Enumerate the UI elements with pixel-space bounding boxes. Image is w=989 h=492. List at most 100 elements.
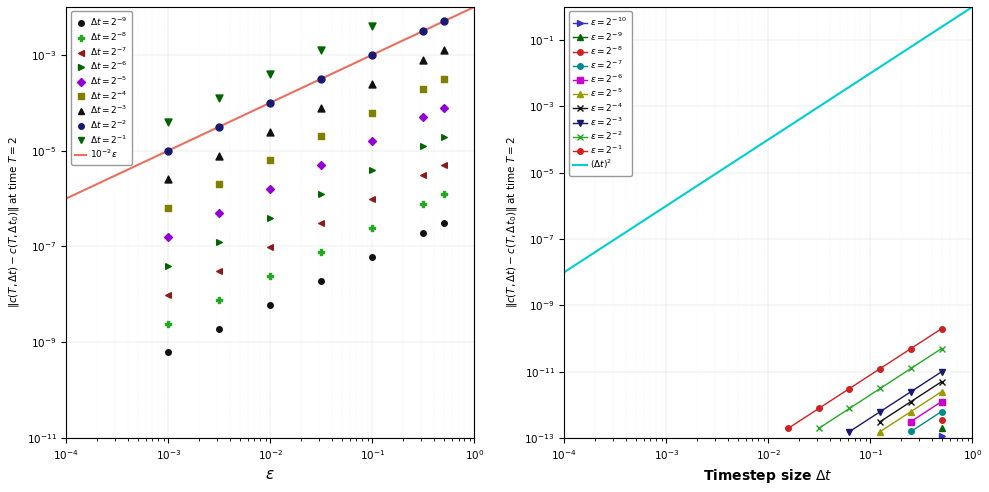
$\varepsilon = 2^{-6}$ <box>905 419 917 425</box>
Point <box>364 51 380 59</box>
Point <box>212 209 227 217</box>
Point <box>160 262 176 270</box>
$\varepsilon = 2^{-1}$ <box>782 426 794 431</box>
Point <box>212 94 227 102</box>
Line: $\varepsilon = 2^{-7}$: $\varepsilon = 2^{-7}$ <box>908 409 944 434</box>
Point <box>364 109 380 117</box>
Point <box>314 132 329 140</box>
Point <box>262 272 278 279</box>
Point <box>364 253 380 261</box>
$\varepsilon = 2^{-2}$ <box>844 405 855 411</box>
Point <box>314 277 329 284</box>
Y-axis label: $\|c(T, \Delta t) - c(T, \Delta t_0)\|$ at time $T = 2$: $\|c(T, \Delta t) - c(T, \Delta t_0)\|$ … <box>504 137 519 308</box>
X-axis label: Timestep size $\Delta t$: Timestep size $\Delta t$ <box>703 467 833 485</box>
$\varepsilon = 2^{-3}$ <box>936 369 947 375</box>
Point <box>262 185 278 193</box>
Point <box>436 17 452 25</box>
Point <box>160 176 176 184</box>
Point <box>212 123 227 130</box>
$\varepsilon = 2^{-5}$ <box>905 409 917 415</box>
Line: $\varepsilon = 2^{-5}$: $\varepsilon = 2^{-5}$ <box>877 389 944 434</box>
Point <box>262 243 278 251</box>
Point <box>415 142 431 150</box>
$\varepsilon = 2^{-1}$ <box>844 386 855 392</box>
Point <box>262 156 278 164</box>
Point <box>436 219 452 227</box>
Point <box>314 248 329 256</box>
Line: $\varepsilon = 2^{-2}$: $\varepsilon = 2^{-2}$ <box>815 345 945 432</box>
Point <box>314 219 329 227</box>
$\varepsilon = 2^{-7}$ <box>905 429 917 434</box>
$\varepsilon = 2^{-2}$ <box>905 366 917 371</box>
Point <box>364 166 380 174</box>
Point <box>262 214 278 222</box>
Point <box>436 104 452 112</box>
$(\Delta t)^2$ <box>634 220 646 226</box>
Legend: $\Delta t = 2^{-9}$, $\Delta t = 2^{-8}$, $\Delta t = 2^{-7}$, $\Delta t = 2^{-6: $\Delta t = 2^{-9}$, $\Delta t = 2^{-8}$… <box>71 11 132 165</box>
Point <box>364 137 380 145</box>
$\varepsilon = 2^{-1}$ <box>813 405 825 411</box>
$\varepsilon = 2^{-3}$ <box>905 389 917 395</box>
$\varepsilon = 2^{-6}$ <box>936 399 947 404</box>
Point <box>436 161 452 169</box>
Point <box>160 147 176 154</box>
Point <box>160 291 176 299</box>
$\varepsilon = 2^{-4}$ <box>936 379 947 385</box>
Point <box>262 99 278 107</box>
Point <box>415 56 431 63</box>
Point <box>415 85 431 92</box>
Point <box>415 114 431 122</box>
$(\Delta t)^2$ <box>583 253 594 259</box>
$\varepsilon = 2^{-3}$ <box>844 429 855 434</box>
Point <box>415 200 431 208</box>
Line: $\varepsilon = 2^{-4}$: $\varepsilon = 2^{-4}$ <box>876 378 945 425</box>
Point <box>415 171 431 179</box>
Point <box>415 229 431 237</box>
Point <box>364 195 380 203</box>
Point <box>160 118 176 126</box>
Point <box>415 0 431 6</box>
$\varepsilon = 2^{-5}$ <box>936 389 947 395</box>
Point <box>212 296 227 304</box>
$\varepsilon = 2^{-3}$ <box>874 409 886 415</box>
$\varepsilon = 2^{-1}$ <box>936 326 947 332</box>
Point <box>212 267 227 275</box>
$(\Delta t)^2$ <box>932 27 944 32</box>
Point <box>436 75 452 83</box>
Point <box>262 70 278 78</box>
Point <box>160 320 176 328</box>
$\varepsilon = 2^{-7}$ <box>936 408 947 414</box>
$\varepsilon = 2^{-1}$ <box>905 346 917 352</box>
$(\Delta t)^2$ <box>945 17 957 23</box>
Point <box>160 204 176 212</box>
$\varepsilon = 2^{-2}$ <box>874 386 886 392</box>
Point <box>262 301 278 308</box>
Line: $(\Delta t)^2$: $(\Delta t)^2$ <box>565 7 972 272</box>
Point <box>160 348 176 356</box>
Point <box>436 133 452 141</box>
Point <box>212 181 227 188</box>
Line: $\varepsilon = 2^{-6}$: $\varepsilon = 2^{-6}$ <box>908 399 944 424</box>
$\varepsilon = 2^{-1}$ <box>874 366 886 371</box>
Line: $\varepsilon = 2^{-3}$: $\varepsilon = 2^{-3}$ <box>847 369 944 434</box>
Point <box>212 152 227 159</box>
Point <box>314 161 329 169</box>
$\varepsilon = 2^{-2}$ <box>813 426 825 431</box>
$\varepsilon = 2^{-5}$ <box>874 429 886 434</box>
Point <box>364 224 380 232</box>
$(\Delta t)^2$ <box>559 269 571 275</box>
$\varepsilon = 2^{-2}$ <box>936 345 947 351</box>
Point <box>212 238 227 246</box>
$\varepsilon = 2^{-4}$ <box>874 419 886 425</box>
Point <box>212 325 227 333</box>
$(\Delta t)^2$ <box>667 199 678 205</box>
Point <box>314 75 329 83</box>
X-axis label: $\varepsilon$: $\varepsilon$ <box>265 467 275 482</box>
Y-axis label: $\|c(T, \Delta t) - c(T, \Delta t_0)\|$ at time $T = 2$: $\|c(T, \Delta t) - c(T, \Delta t_0)\|$ … <box>7 137 21 308</box>
Point <box>364 22 380 30</box>
Point <box>314 104 329 112</box>
Point <box>314 190 329 198</box>
Point <box>160 233 176 241</box>
Point <box>262 127 278 135</box>
Line: $\varepsilon = 2^{-1}$: $\varepsilon = 2^{-1}$ <box>785 326 944 431</box>
